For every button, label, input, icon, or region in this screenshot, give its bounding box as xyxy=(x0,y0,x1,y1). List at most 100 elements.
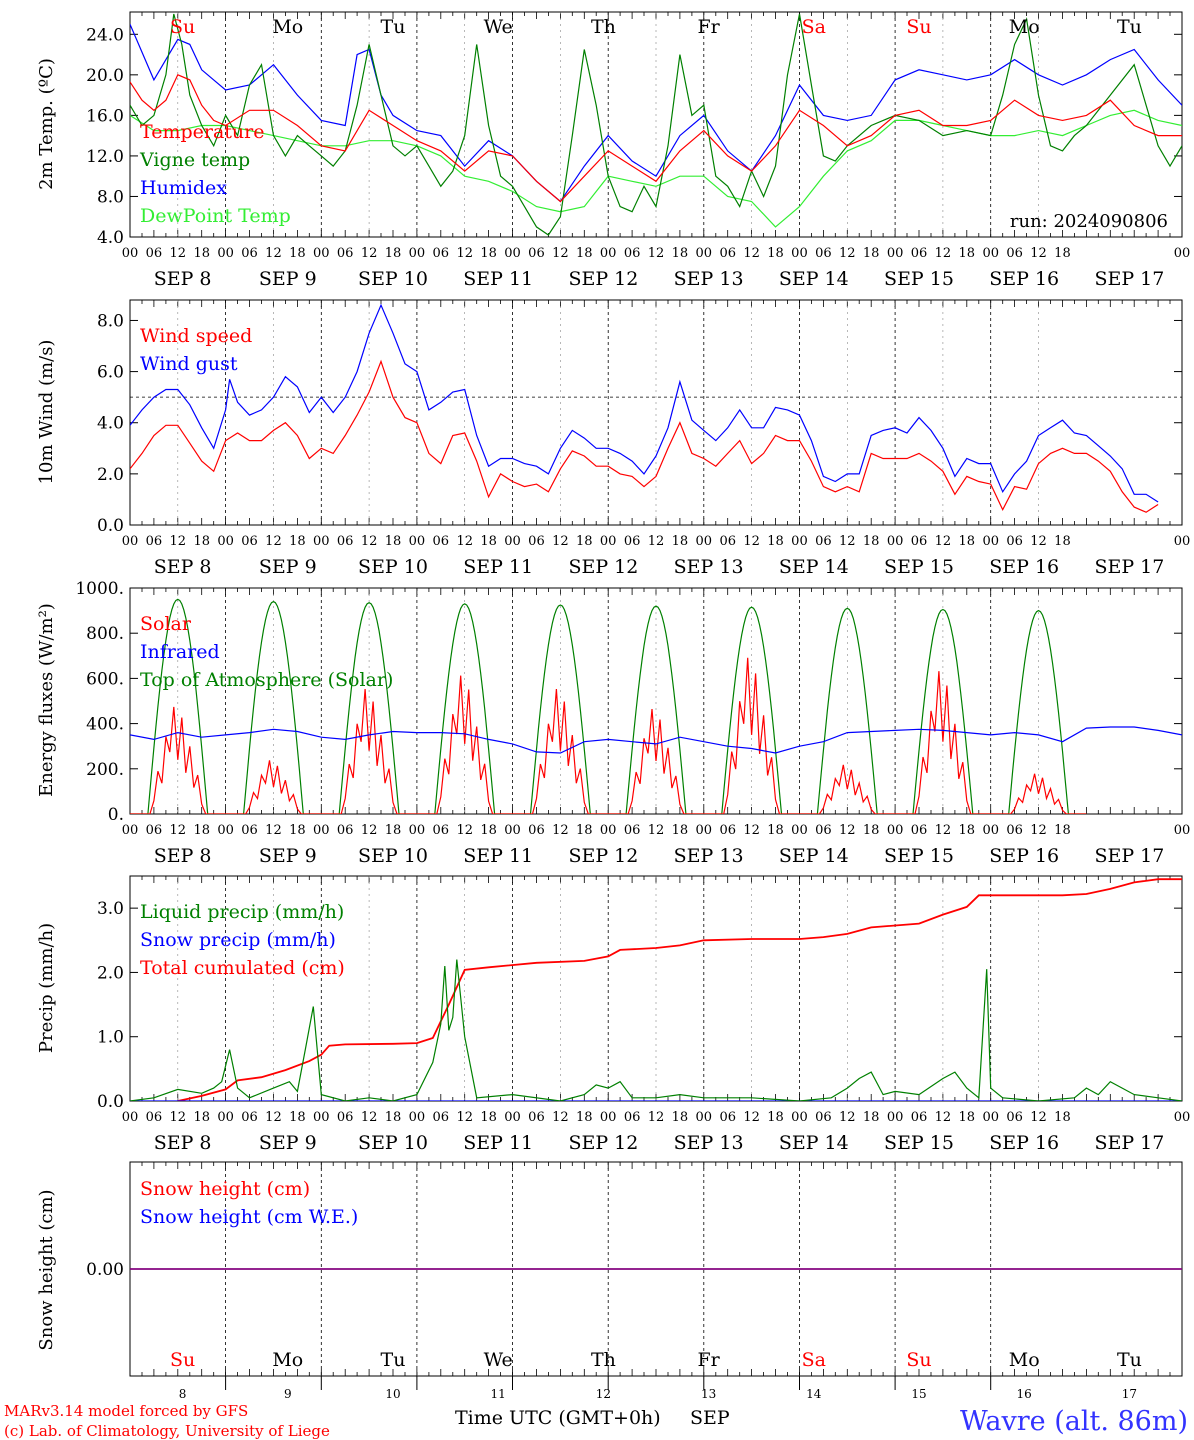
day-abbr-label: Sa xyxy=(802,1349,826,1371)
run-annotation: run: 2024090806 xyxy=(1010,211,1168,232)
hour-tick-label: 00 xyxy=(313,246,330,261)
date-label: SEP 11 xyxy=(463,268,533,290)
date-label: SEP 13 xyxy=(674,845,744,867)
date-label: SEP 14 xyxy=(779,1132,849,1154)
date-label: SEP 9 xyxy=(259,1132,317,1154)
hour-tick-label: 18 xyxy=(672,534,689,549)
day-divider-ticks xyxy=(225,1376,992,1390)
hour-tick-label: 06 xyxy=(719,823,736,838)
hour-tick-label: 00 xyxy=(696,1110,713,1125)
hour-tick-label: 12 xyxy=(648,246,665,261)
hour-tick-label: 18 xyxy=(863,823,880,838)
y-tick-label: 2.0 xyxy=(97,963,124,983)
hour-tick-label: 00 xyxy=(217,823,234,838)
date-label: SEP 12 xyxy=(568,268,638,290)
legend-entry: Infrared xyxy=(140,641,220,663)
hour-tick-label: 00 xyxy=(696,534,713,549)
hour-tick-label: 00 xyxy=(313,534,330,549)
hour-tick-label: 00 xyxy=(1174,534,1191,549)
y-tick-label: 4.0 xyxy=(97,228,124,248)
hour-tick-label: 00 xyxy=(982,1110,999,1125)
date-label: SEP 15 xyxy=(884,556,954,578)
hour-tick-label: 00 xyxy=(313,1110,330,1125)
hour-tick-label: 06 xyxy=(241,246,258,261)
day-gridlines xyxy=(225,588,992,814)
date-label: SEP 10 xyxy=(358,845,428,867)
day-number-label: 10 xyxy=(385,1387,400,1401)
hour-tick-label: 00 xyxy=(504,246,521,261)
hour-tick-label: 18 xyxy=(959,534,976,549)
y-tick-label: 0.0 xyxy=(97,1092,124,1112)
date-label: SEP 16 xyxy=(989,556,1059,578)
hour-tick-label: 00 xyxy=(791,823,808,838)
hour-tick-label: 18 xyxy=(193,1110,210,1125)
hour-tick-label: 00 xyxy=(791,1110,808,1125)
hour-tick-label: 00 xyxy=(696,823,713,838)
hour-tick-label: 12 xyxy=(265,246,282,261)
hour-tick-label: 00 xyxy=(887,246,904,261)
legend-entry: DewPoint Temp xyxy=(140,205,291,227)
day-abbr-label: Tu xyxy=(381,1349,406,1371)
hour-tick-label: 18 xyxy=(576,1110,593,1125)
noon-gridlines xyxy=(177,12,1039,237)
series-line-humidex xyxy=(130,23,1182,203)
hour-tick-label: 00 xyxy=(887,534,904,549)
hour-tick-label: 12 xyxy=(361,1110,378,1125)
hour-tick-label: 18 xyxy=(385,823,402,838)
legend-entry: Snow precip (mm/h) xyxy=(140,929,336,951)
hour-tick-label: 18 xyxy=(863,1110,880,1125)
hour-tick-label: 00 xyxy=(696,246,713,261)
day-abbr-label: Tu xyxy=(1117,1349,1142,1371)
day-number-label: 14 xyxy=(806,1387,822,1401)
date-label: SEP 15 xyxy=(884,1132,954,1154)
hour-tick-label: 12 xyxy=(265,534,282,549)
hour-tick-label: 18 xyxy=(767,246,784,261)
y-tick-label: 20.0 xyxy=(86,66,124,86)
y-tick-label: 1.0 xyxy=(97,1028,124,1048)
hour-tick-label: 12 xyxy=(1030,246,1047,261)
station-label: Wavre (alt. 86m) xyxy=(960,1406,1188,1437)
date-label: SEP 14 xyxy=(779,556,849,578)
hour-tick-label: 06 xyxy=(241,823,258,838)
day-number-label: 12 xyxy=(596,1387,611,1401)
series-line-wind-gust xyxy=(130,303,1159,503)
y-tick-label: 4.0 xyxy=(97,414,124,434)
hour-ticks xyxy=(129,588,1183,814)
date-label: SEP 16 xyxy=(989,845,1059,867)
hour-tick-label: 12 xyxy=(170,823,187,838)
hour-tick-label: 18 xyxy=(767,1110,784,1125)
hour-tick-label: 12 xyxy=(170,246,187,261)
hour-tick-label: 12 xyxy=(839,823,856,838)
series-group xyxy=(130,13,1182,236)
hour-tick-label: 18 xyxy=(289,534,306,549)
hour-tick-label: 12 xyxy=(552,534,569,549)
hour-tick-label: 12 xyxy=(743,823,760,838)
date-label: SEP 8 xyxy=(154,556,212,578)
hour-tick-label: 06 xyxy=(146,823,163,838)
series-line-infrared xyxy=(130,726,1182,754)
hour-tick-label: 06 xyxy=(911,534,928,549)
hour-tick-label: 06 xyxy=(146,1110,163,1125)
hour-tick-label: 00 xyxy=(409,823,426,838)
date-label: SEP 17 xyxy=(1094,1132,1164,1154)
hour-tick-label: 18 xyxy=(289,1110,306,1125)
hour-tick-label: 18 xyxy=(576,534,593,549)
date-label: SEP 17 xyxy=(1094,845,1164,867)
hour-tick-label: 06 xyxy=(815,246,832,261)
y-tick-label: 200. xyxy=(86,760,124,780)
hour-tick-label: 00 xyxy=(600,823,617,838)
hour-tick-label: 18 xyxy=(480,1110,497,1125)
hour-tick-label: 00 xyxy=(122,823,139,838)
hour-tick-label: 06 xyxy=(624,534,641,549)
day-abbr-label: Fr xyxy=(697,16,720,38)
hour-tick-label: 12 xyxy=(1030,823,1047,838)
legend-entry: Top of Atmosphere (Solar) xyxy=(140,669,393,691)
date-label: SEP 12 xyxy=(568,556,638,578)
hour-tick-label: 18 xyxy=(193,534,210,549)
date-label: SEP 9 xyxy=(259,556,317,578)
hour-tick-label: 12 xyxy=(361,246,378,261)
hour-tick-label: 00 xyxy=(122,246,139,261)
y-tick-label: 400. xyxy=(86,715,124,735)
y-tick-label: 6.0 xyxy=(97,363,124,383)
hour-ticks xyxy=(129,300,1183,525)
